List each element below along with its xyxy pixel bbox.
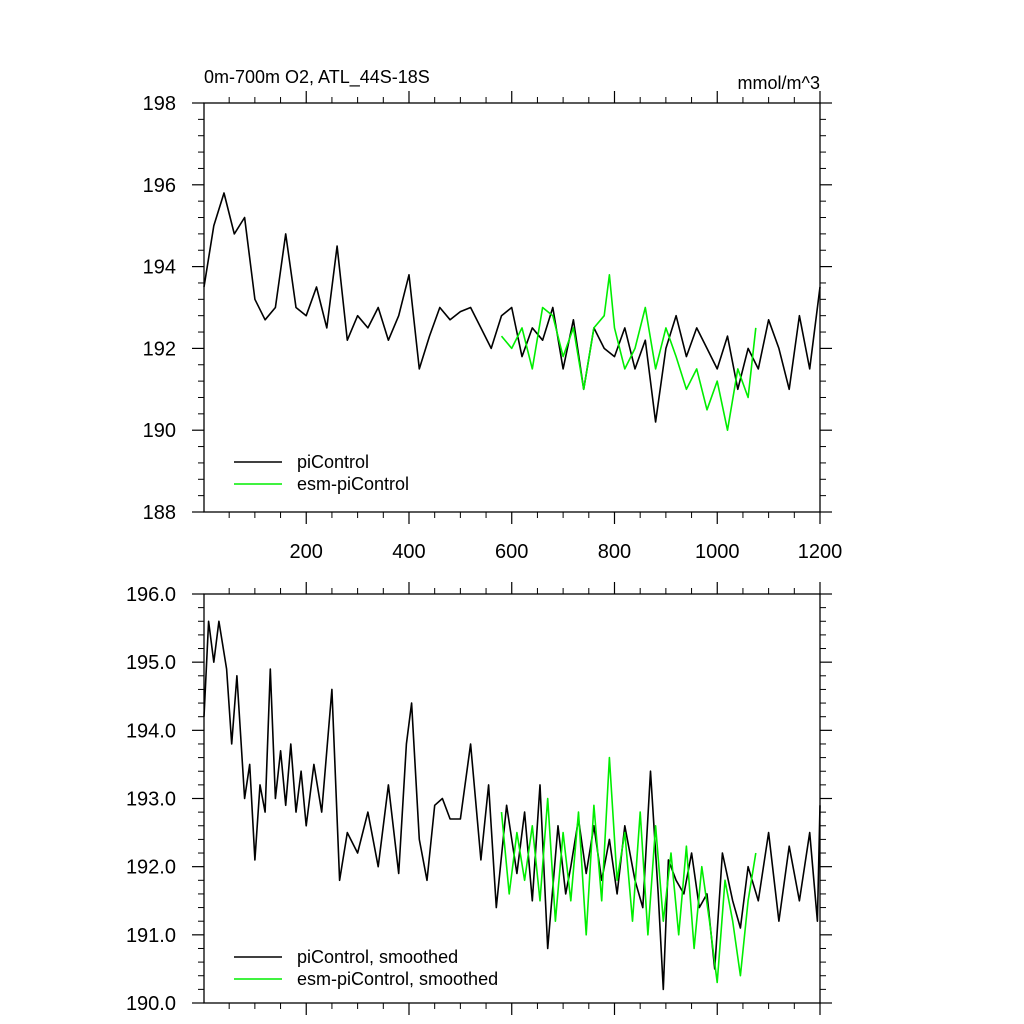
x-tick-label: 800	[598, 541, 631, 563]
y-tick-label: 194.0	[126, 720, 176, 742]
y-tick-label: 191.0	[126, 925, 176, 947]
series-line-picontrol-smoothed	[203, 620, 821, 991]
x-tick-label: 400	[392, 541, 425, 563]
legend-label: esm-piControl	[297, 474, 409, 494]
y-tick-label: 192	[143, 338, 176, 360]
top-ticks: 188 190 192 194 196 198 200 400 600 800 1000 1200	[143, 91, 843, 563]
y-tick-label: 190	[143, 420, 176, 442]
legend-label: piControl	[297, 452, 369, 472]
series-line-esm-picontrol-smoothed	[500, 756, 757, 984]
bottom-ticks: 190.0 191.0 192.0 193.0 194.0 195.0 196.0	[126, 582, 832, 1015]
y-tick-label: 188	[143, 502, 176, 524]
chart-title: 0m-700m O2, ATL_44S-18S	[204, 67, 430, 88]
x-tick-label: 600	[495, 541, 528, 563]
y-tick-label: 196.0	[126, 584, 176, 606]
top-series	[203, 192, 821, 432]
y-tick-label: 190.0	[126, 993, 176, 1015]
series-line-esm-picontrol	[500, 273, 757, 432]
y-tick-label: 195.0	[126, 652, 176, 674]
units-label: mmol/m^3	[738, 73, 820, 93]
y-tick-label: 194	[143, 257, 176, 279]
legend-label: esm-piControl, smoothed	[297, 969, 498, 989]
y-tick-label: 193.0	[126, 789, 176, 811]
y-tick-label: 198	[143, 93, 176, 115]
y-tick-label: 192.0	[126, 857, 176, 879]
y-tick-label: 196	[143, 175, 176, 197]
x-tick-label: 1000	[695, 541, 740, 563]
x-tick-label: 200	[290, 541, 323, 563]
series-line-picontrol	[203, 192, 821, 423]
bottom-plot-frame	[203, 593, 821, 1004]
bottom-panel: 190.0 191.0 192.0 193.0 194.0 195.0 196.0 piCo…	[126, 582, 832, 1015]
top-panel: 188 190 192 194 196 198 200 400 600 800 1000 1200 p…	[143, 91, 843, 563]
bottom-series	[203, 620, 821, 991]
x-tick-label: 1200	[798, 541, 843, 563]
legend-label: piControl, smoothed	[297, 947, 458, 967]
